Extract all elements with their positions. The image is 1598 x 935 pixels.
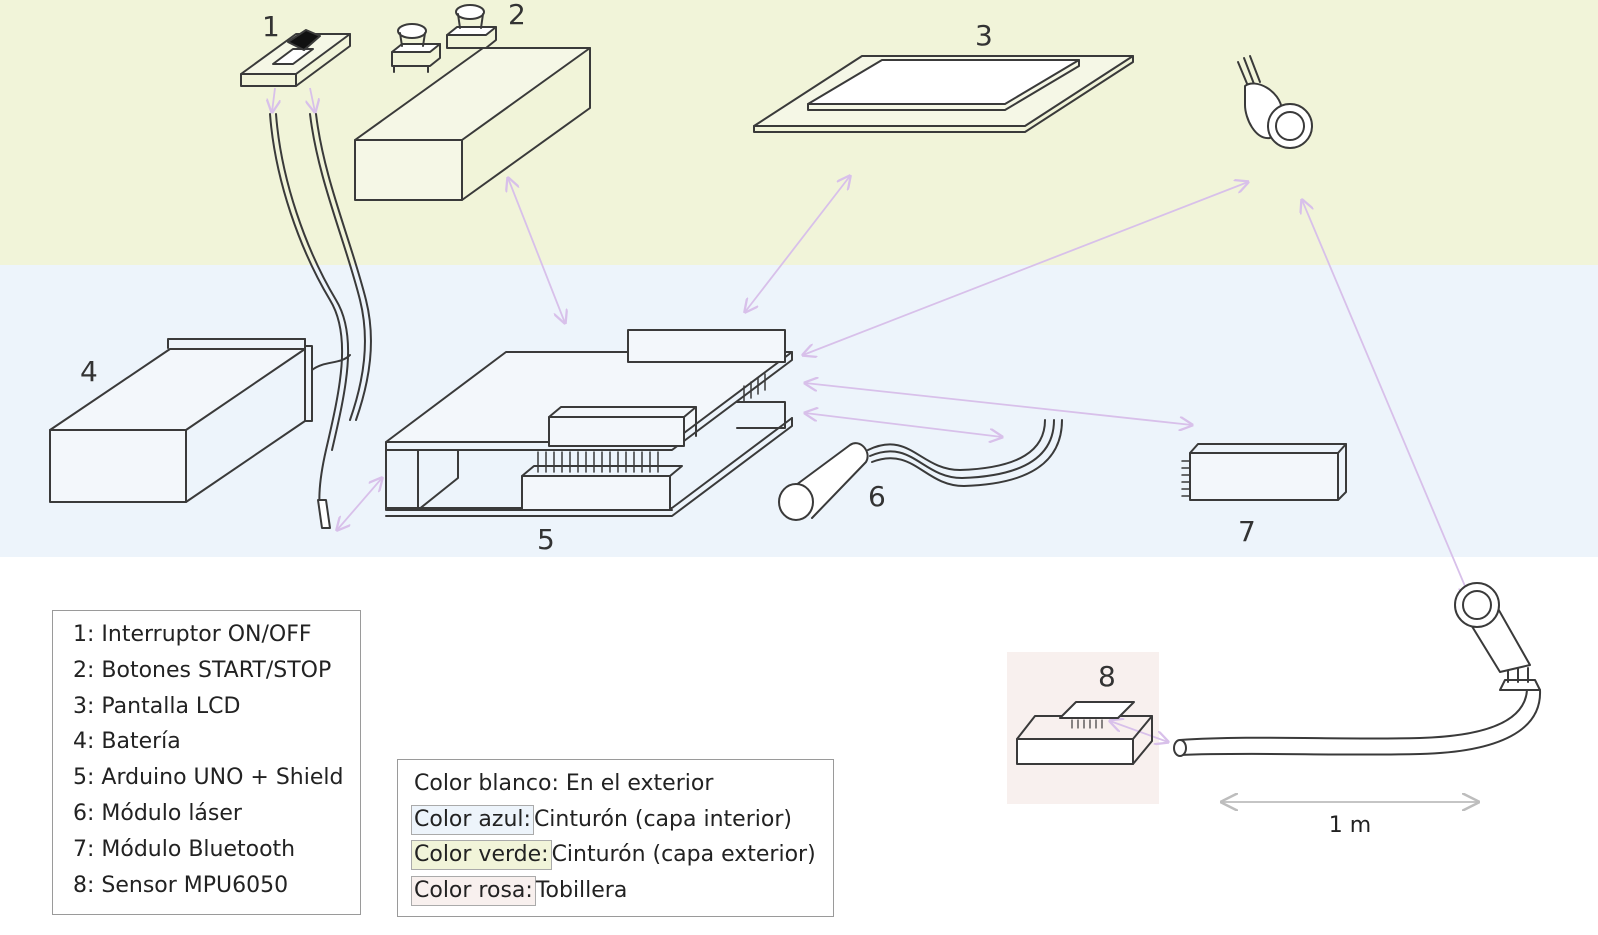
legend-item-1: 1: Interruptor ON/OFF	[73, 622, 312, 647]
legend-item-6: 6: Módulo láser	[73, 800, 242, 826]
distance-label: 1 m	[1329, 813, 1371, 838]
pink-meaning: Tobillera	[535, 877, 628, 903]
ankle-cable-drawing	[1173, 582, 1542, 757]
ankle-zone	[1007, 652, 1159, 804]
legend-item-3: 3: Pantalla LCD	[73, 693, 241, 719]
color-legend-white: Color blanco: En el exterior	[414, 771, 714, 796]
color-legend-green: Color verde: Cinturón (capa exterior)	[411, 837, 833, 873]
legend-item-7: 7: Módulo Bluetooth	[73, 836, 296, 862]
blue-swatch: Color azul:	[411, 804, 534, 835]
bluetooth-module-drawing	[1181, 443, 1347, 501]
green-swatch: Color verde:	[411, 840, 552, 870]
label-8: 8	[1098, 660, 1116, 693]
mpu6050-sensor-drawing	[1016, 701, 1153, 765]
components-legend: 1: Interruptor ON/OFF 2: Botones START/S…	[52, 610, 361, 915]
arduino-shield-drawing	[385, 329, 793, 517]
green-meaning: Cinturón (capa exterior)	[551, 842, 816, 867]
blue-meaning: Cinturón (capa interior)	[533, 806, 792, 832]
label-5: 5	[537, 523, 555, 556]
connection-arrows	[272, 87, 1470, 742]
legend-item-5: 5: Arduino UNO + Shield	[73, 765, 344, 791]
label-2: 2	[508, 0, 526, 31]
label-4: 4	[80, 355, 98, 388]
label-3: 3	[975, 19, 993, 52]
legend-item-4: 4: Batería	[73, 729, 181, 755]
label-1: 1	[262, 10, 280, 43]
pink-swatch: Color rosa:	[411, 875, 536, 906]
legend-item-2: 2: Botones START/STOP	[73, 657, 332, 683]
legend-item-8: 8: Sensor MPU6050	[73, 872, 289, 898]
lcd-screen-drawing	[753, 55, 1134, 133]
on-off-switch-drawing	[240, 29, 372, 529]
color-legend-pink: Color rosa: Tobillera	[411, 873, 833, 909]
color-legend: Color blanco: En el exterior Color azul:…	[397, 759, 834, 917]
color-legend-blue: Color azul: Cinturón (capa interior)	[411, 802, 833, 838]
battery-drawing	[49, 338, 351, 503]
start-stop-buttons-drawing	[354, 4, 591, 201]
laser-receiver-drawing	[1237, 55, 1313, 149]
label-6: 6	[868, 480, 886, 513]
label-7: 7	[1238, 515, 1256, 548]
laser-module-drawing	[778, 419, 1063, 521]
